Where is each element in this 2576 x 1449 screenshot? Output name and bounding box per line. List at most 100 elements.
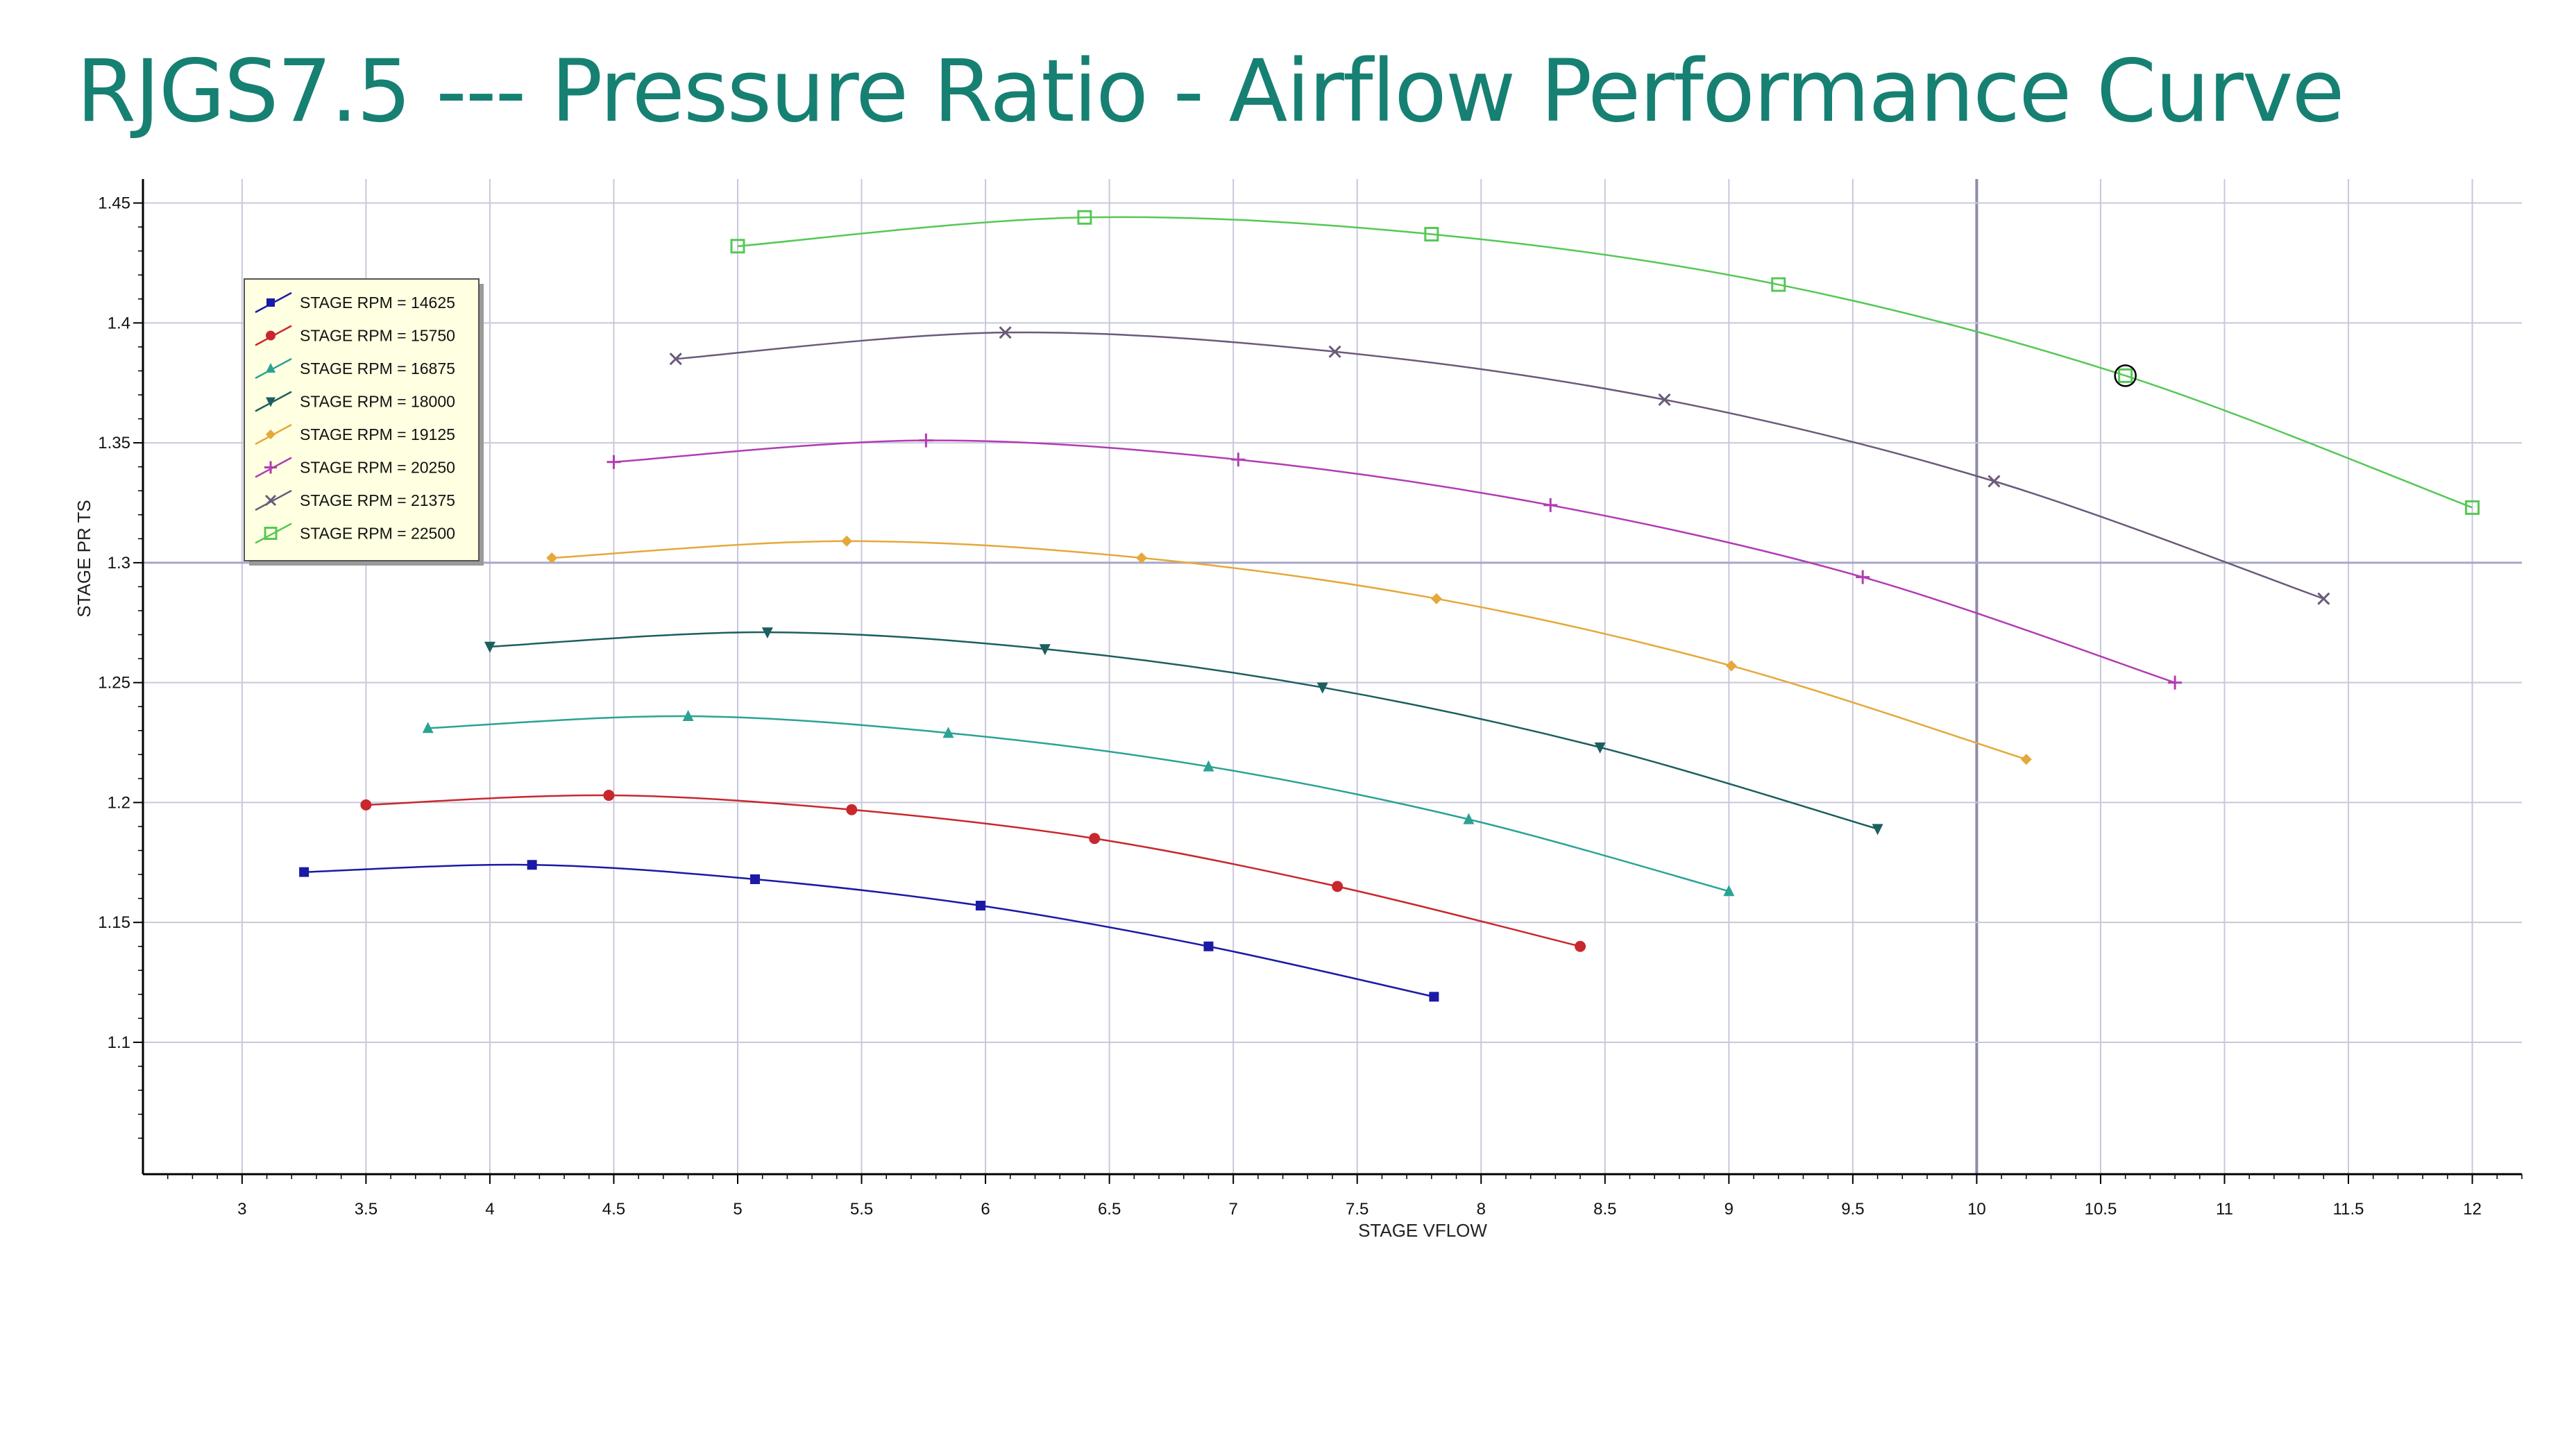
- x-tick-label: 7: [1228, 1200, 1237, 1219]
- legend-label: STAGE RPM = 16875: [300, 359, 455, 378]
- series-line: [737, 216, 2473, 509]
- marker-square: [299, 867, 310, 877]
- series-line: [489, 631, 1878, 830]
- marker-cross: [264, 494, 277, 507]
- marker-triangle: [1463, 813, 1475, 824]
- marker-diamond: [266, 430, 276, 439]
- marker-plus: [919, 433, 933, 448]
- marker-circle: [603, 790, 615, 802]
- series-20250: [607, 433, 2183, 690]
- marker-open-square: [2118, 368, 2133, 383]
- x-tick-label: 5.5: [850, 1200, 873, 1219]
- marker-cross: [999, 326, 1012, 339]
- marker-circle: [1089, 833, 1101, 845]
- grid: [143, 179, 2522, 1174]
- marker-cross: [1328, 345, 1341, 358]
- marker-open-square: [2465, 500, 2480, 515]
- marker-plus: [607, 455, 621, 469]
- x-tick-label: 4: [485, 1200, 494, 1219]
- series-line: [366, 794, 1581, 947]
- marker-circle: [1332, 881, 1344, 892]
- marker-triangle: [1203, 760, 1214, 772]
- legend-label: STAGE RPM = 21375: [300, 491, 455, 509]
- marker-diamond: [1725, 660, 1737, 672]
- marker-triangle: [422, 722, 434, 734]
- y-axis-label: STAGE PR TS: [74, 500, 94, 618]
- legend-label: STAGE RPM = 22500: [300, 525, 455, 543]
- marker-triangle-down: [1316, 682, 1328, 694]
- x-tick-label: 3.5: [355, 1200, 378, 1219]
- marker-plus: [2168, 675, 2183, 690]
- series-line: [304, 863, 1434, 998]
- y-tick-label: 1.45: [98, 194, 130, 213]
- marker-square: [1429, 992, 1439, 1002]
- marker-open-square: [1077, 210, 1092, 225]
- series-line: [675, 331, 2324, 600]
- y-tick-label: 1.4: [108, 314, 130, 332]
- marker-circle: [266, 330, 276, 341]
- legend-label: STAGE RPM = 18000: [300, 393, 455, 411]
- legend-item: STAGE RPM = 20250: [255, 457, 455, 478]
- marker-triangle-down: [266, 397, 276, 407]
- y-tick-label: 1.35: [98, 434, 130, 452]
- x-tick-label: 7.5: [1346, 1200, 1368, 1219]
- x-tick-label: 9.5: [1841, 1200, 1864, 1219]
- marker-square: [749, 874, 760, 884]
- marker-square: [1203, 941, 1214, 951]
- legend-swatch-line: [255, 489, 292, 511]
- x-tick-label: 6: [981, 1200, 990, 1219]
- x-tick-label: 11.5: [2333, 1200, 2364, 1219]
- series-14625: [299, 860, 1439, 1002]
- x-tick-label: 6.5: [1098, 1200, 1121, 1219]
- x-tick-label: 4.5: [602, 1200, 625, 1219]
- marker-triangle-down: [1594, 742, 1606, 754]
- marker-square: [975, 900, 985, 910]
- marker-triangle-down: [1872, 824, 1883, 836]
- marker-circle: [360, 799, 372, 811]
- marker-circle: [846, 804, 858, 815]
- marker-diamond: [546, 552, 558, 564]
- series-line: [427, 715, 1729, 892]
- marker-plus: [264, 461, 277, 474]
- series-21375: [669, 326, 2330, 605]
- legend-item: STAGE RPM = 19125: [255, 423, 455, 446]
- legend-label: STAGE RPM = 20250: [300, 459, 455, 477]
- marker-diamond: [2020, 754, 2032, 765]
- legend-box: [244, 278, 480, 561]
- series-line: [613, 439, 2176, 684]
- y-tick-label: 1.15: [98, 913, 130, 932]
- series-18000: [484, 627, 1883, 836]
- marker-cross: [1658, 393, 1671, 406]
- series-16875: [422, 710, 1735, 897]
- marker-diamond: [1136, 552, 1148, 564]
- y-tick-label: 1.1: [108, 1033, 130, 1052]
- y-tick-label: 1.25: [98, 674, 130, 693]
- marker-triangle-down: [484, 641, 495, 653]
- marker-open-square: [730, 239, 745, 254]
- x-tick-label: 12: [2463, 1200, 2482, 1219]
- marker-open-square: [264, 527, 278, 540]
- page-title: RJGS7.5 --- Pressure Ratio - Airflow Per…: [76, 42, 2345, 142]
- marker-diamond: [841, 535, 853, 547]
- x-tick-label: 11: [2216, 1200, 2233, 1219]
- legend-swatch-line: [255, 523, 292, 544]
- x-tick-label: 10: [1967, 1200, 1986, 1219]
- legend-item: STAGE RPM = 14625: [255, 291, 455, 314]
- marker-diamond: [1430, 593, 1442, 604]
- highlight-ring: [2114, 364, 2137, 387]
- x-tick-label: 10.5: [2085, 1200, 2117, 1219]
- series-19125: [546, 535, 2032, 765]
- legend-item: STAGE RPM = 18000: [255, 391, 455, 412]
- marker-triangle: [266, 363, 276, 373]
- marker-square: [527, 860, 537, 870]
- series-group: [299, 210, 2480, 1002]
- x-tick-label: 3: [237, 1200, 246, 1219]
- legend-label: STAGE RPM = 15750: [300, 327, 455, 345]
- marker-circle: [1575, 940, 1586, 952]
- marker-plus: [1856, 570, 1870, 584]
- x-tick-label: 9: [1725, 1200, 1734, 1219]
- axes: 3 3.5 4 4.5 5 5.5 6 6.5 7 7.5 8 8.5 9 9.5 10 10.5 11 11.5…: [98, 179, 2523, 1219]
- legend-item: STAGE RPM = 22500: [255, 523, 455, 544]
- x-tick-label: 5: [733, 1200, 742, 1219]
